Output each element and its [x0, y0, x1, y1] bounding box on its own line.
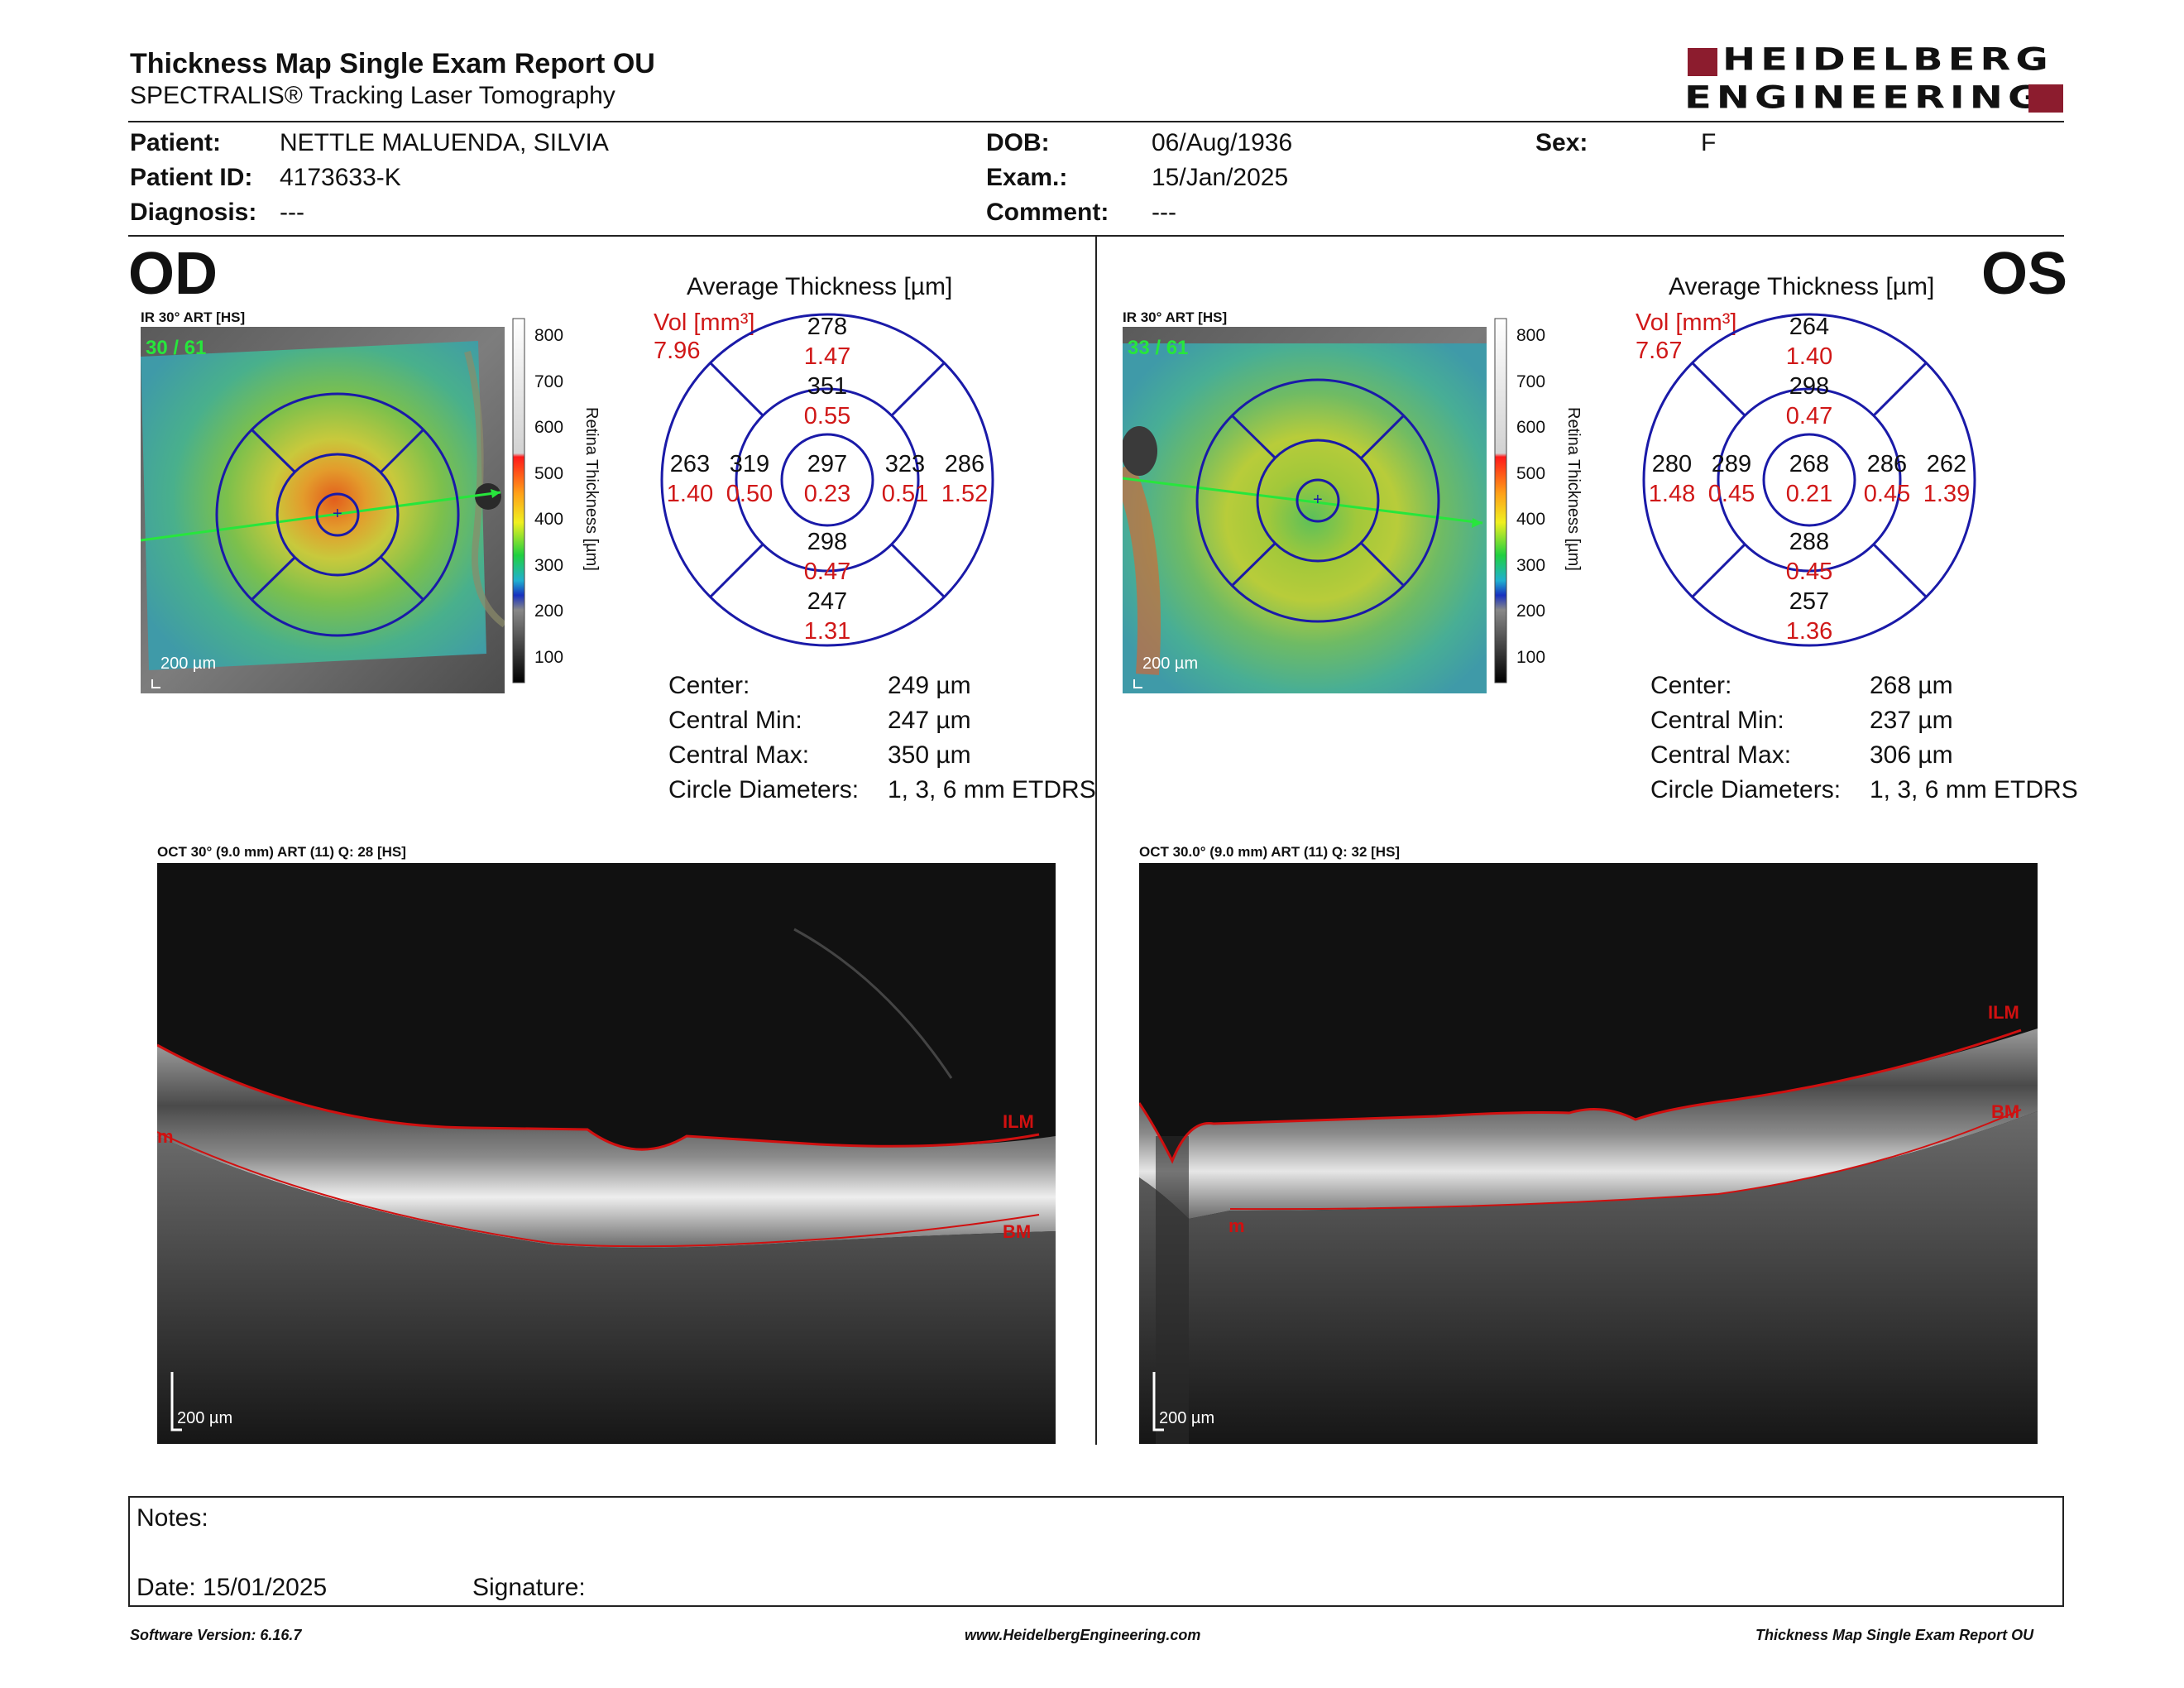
os-stats-values: 268 µm 237 µm 306 µm 1, 3, 6 mm ETDRS	[1870, 672, 2078, 803]
od-frame-count: 30 / 61	[146, 337, 207, 359]
os-ilm-label: ILM	[1988, 1002, 2019, 1023]
os-oct-scale-label: 200 µm	[1159, 1409, 1215, 1427]
od-oct-scale-label: 200 µm	[177, 1409, 233, 1427]
od-stats-values: 249 µm 247 µm 350 µm 1, 3, 6 mm ETDRS	[888, 672, 1096, 803]
os-stats: Center: Central Min: Central Max: Circle…	[1650, 672, 1842, 803]
od-thickness-map-image: + 30 / 61 200 µm	[141, 327, 505, 693]
dob-value: 06/Aug/1936	[1152, 129, 1293, 156]
os-scale-title: Retina Thickness [µm]	[1564, 407, 1583, 571]
od-outer-right: 286 1.52	[941, 451, 989, 507]
sex-label: Sex:	[1535, 129, 1588, 156]
os-frame-count: 33 / 61	[1128, 337, 1189, 359]
svg-text:+: +	[333, 505, 342, 523]
od-outer-inferior: 247 1.31	[803, 588, 851, 645]
notes-label: Notes:	[136, 1504, 208, 1532]
os-edge-marker: m	[1228, 1216, 1245, 1236]
footer-website-link[interactable]: www.HeidelbergEngineering.com	[965, 1627, 1201, 1643]
patient-id-label: Patient ID:	[130, 164, 253, 191]
os-inner-superior: 298 0.47	[1785, 373, 1833, 429]
os-map-scale-label: 200 µm	[1142, 655, 1199, 673]
od-inner-superior: 351 0.55	[803, 373, 851, 429]
notes-date: Date: 15/01/2025	[136, 1574, 328, 1601]
od-ir-image-label: IR 30° ART [HS]	[141, 309, 246, 325]
os-thickness-map-image: + 33 / 61 200 µm	[1123, 327, 1487, 693]
od-inner-right: 323 0.51	[881, 451, 929, 507]
od-oct-label: OCT 30° (9.0 mm) ART (11) Q: 28 [HS]	[157, 844, 406, 860]
report-subtitle: SPECTRALIS® Tracking Laser Tomography	[130, 82, 615, 109]
footer-software-version: Software Version: 6.16.7	[130, 1627, 302, 1643]
os-inner-left: 289 0.45	[1707, 451, 1755, 507]
comment-value: ---	[1152, 199, 1176, 226]
os-inner-right: 286 0.45	[1863, 451, 1911, 507]
os-volume-label: Vol [mm³] 7.67	[1636, 309, 1737, 364]
patient-divider	[128, 235, 2064, 237]
od-outer-superior: 278 1.47	[803, 314, 851, 370]
footer-report-name: Thickness Map Single Exam Report OU	[1755, 1627, 2034, 1643]
notes-signature: Signature:	[472, 1574, 586, 1601]
od-scale-title: Retina Thickness [µm]	[582, 407, 601, 571]
od-etdrs-grid: 278 1.47 351 0.55 297 0.23 298 0.47 247 1.31 …	[658, 310, 997, 650]
notes-box[interactable]: Notes: Date: 15/01/2025 Signature:	[128, 1496, 2064, 1607]
diagnosis-value: ---	[280, 199, 304, 226]
comment-label: Comment:	[986, 199, 1109, 226]
os-center: 268 0.21	[1785, 451, 1833, 507]
od-average-thickness-title: Average Thickness [µm]	[687, 273, 953, 300]
sex-value: F	[1701, 129, 1717, 156]
os-outer-superior: 264 1.40	[1785, 314, 1833, 370]
diagnosis-label: Diagnosis:	[130, 199, 257, 226]
od-ilm-label: ILM	[1003, 1111, 1034, 1132]
os-oct-bscan-image: m ILM BM 200 µm	[1139, 863, 2038, 1444]
od-eye-label: OD	[128, 241, 218, 307]
os-eye-label: OS	[1981, 241, 2068, 307]
header-divider	[128, 121, 2064, 122]
od-oct-bscan-image: m ILM BM 200 µm	[157, 863, 1056, 1444]
od-map-scale-label: 200 µm	[160, 655, 217, 673]
patient-label: Patient:	[130, 129, 222, 156]
os-inner-inferior: 288 0.45	[1785, 529, 1833, 585]
svg-text:+: +	[1313, 491, 1323, 509]
os-oct-label: OCT 30.0° (9.0 mm) ART (11) Q: 32 [HS]	[1139, 844, 1401, 860]
od-volume-label: Vol [mm³] 7.96	[654, 309, 755, 364]
od-bm-label: BM	[1003, 1221, 1032, 1242]
os-outer-right: 262 1.39	[1923, 451, 1971, 507]
os-average-thickness-title: Average Thickness [µm]	[1669, 273, 1935, 300]
patient-name: NETTLE MALUENDA, SILVIA	[280, 129, 609, 156]
report-title: Thickness Map Single Exam Report OU	[130, 48, 655, 79]
od-outer-left: 263 1.40	[666, 451, 714, 507]
os-bm-label: BM	[1991, 1101, 2020, 1122]
os-ir-image-label: IR 30° ART [HS]	[1123, 309, 1228, 325]
od-stats: Center: Central Min: Central Max: Circle…	[668, 672, 860, 803]
od-edge-marker: m	[157, 1126, 174, 1147]
os-outer-left: 280 1.48	[1648, 451, 1696, 507]
os-outer-inferior: 257 1.36	[1785, 588, 1833, 645]
os-etdrs-grid: 264 1.40 298 0.47 268 0.21 288 0.45 257 1.36 …	[1640, 310, 1979, 650]
exam-label: Exam.:	[986, 164, 1068, 191]
exam-value: 15/Jan/2025	[1152, 164, 1289, 191]
od-inner-inferior: 298 0.47	[803, 529, 851, 585]
patient-id: 4173633-K	[280, 164, 401, 191]
eye-divider	[1095, 237, 1097, 1445]
dob-label: DOB:	[986, 129, 1050, 156]
od-inner-left: 319 0.50	[726, 451, 774, 507]
od-center: 297 0.23	[803, 451, 851, 507]
